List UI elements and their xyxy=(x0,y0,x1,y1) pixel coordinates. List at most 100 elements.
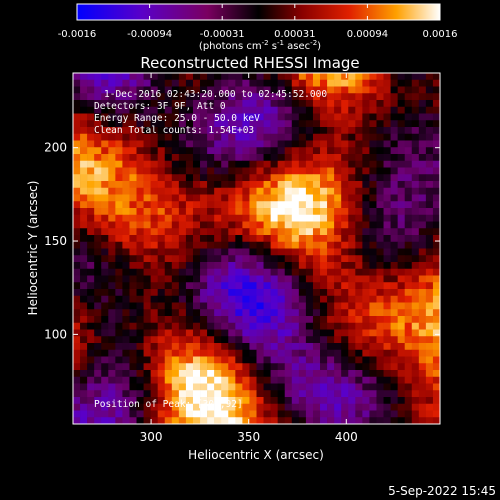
heatmap-cell xyxy=(87,309,95,317)
heatmap-cell xyxy=(164,140,173,148)
heatmap-cell xyxy=(101,86,109,94)
heatmap-cell xyxy=(164,201,173,209)
heatmap-cell xyxy=(390,221,398,229)
heatmap-cell xyxy=(341,140,349,148)
heatmap-cell xyxy=(185,275,194,283)
heatmap-cell xyxy=(157,106,166,114)
heatmap-cell xyxy=(327,113,335,121)
heatmap-cell xyxy=(341,248,349,256)
heatmap-cell xyxy=(320,356,328,364)
heatmap-cell xyxy=(171,410,180,418)
heatmap-cell xyxy=(192,140,201,148)
heatmap-cell xyxy=(164,295,173,303)
heatmap-cell xyxy=(242,86,250,94)
heatmap-cell xyxy=(122,410,130,418)
heatmap-cell xyxy=(249,79,257,87)
heatmap-cell xyxy=(171,316,180,324)
heatmap-cell xyxy=(284,417,293,425)
heatmap-cell xyxy=(221,154,229,162)
heatmap-cell xyxy=(298,356,307,364)
heatmap-cell xyxy=(171,322,180,330)
heatmap-cell xyxy=(150,268,158,276)
heatmap-cell xyxy=(115,167,123,175)
heatmap-cell xyxy=(277,329,286,337)
heatmap-cell xyxy=(185,140,194,148)
heatmap-cell xyxy=(235,390,243,398)
heatmap-cell xyxy=(291,174,300,182)
heatmap-cell xyxy=(390,235,398,243)
heatmap-cell xyxy=(235,275,243,283)
heatmap-cell xyxy=(284,100,293,108)
heatmap-cell xyxy=(129,316,137,324)
heatmap-cell xyxy=(284,302,293,310)
heatmap-cell xyxy=(369,221,377,229)
heatmap-cell xyxy=(122,376,130,384)
heatmap-cell xyxy=(108,370,116,378)
heatmap-cell xyxy=(432,336,441,344)
heatmap-cell xyxy=(312,289,321,297)
heatmap-cell xyxy=(242,397,250,405)
heatmap-cell xyxy=(425,363,434,371)
heatmap-cell xyxy=(270,349,278,357)
heatmap-cell xyxy=(150,93,158,101)
heatmap-cell xyxy=(192,241,201,249)
heatmap-cell xyxy=(432,370,441,378)
heatmap-cell xyxy=(284,376,293,384)
heatmap-cell xyxy=(277,154,286,162)
heatmap-cell xyxy=(94,127,102,135)
heatmap-cell xyxy=(108,235,116,243)
heatmap-cell xyxy=(185,289,194,297)
heatmap-cell xyxy=(334,322,342,330)
heatmap-cell xyxy=(256,349,264,357)
heatmap-cell xyxy=(298,329,307,337)
heatmap-cell xyxy=(87,127,95,135)
heatmap-cell xyxy=(277,383,286,391)
heatmap-cell xyxy=(214,228,222,236)
heatmap-cell xyxy=(327,322,335,330)
heatmap-cell xyxy=(376,329,384,337)
heatmap-cell xyxy=(228,221,236,229)
heatmap-cell xyxy=(242,336,250,344)
heatmap-cell xyxy=(327,410,335,418)
heatmap-cell xyxy=(263,106,271,114)
heatmap-cell xyxy=(73,214,81,222)
heatmap-cell xyxy=(200,410,208,418)
heatmap-cell xyxy=(418,140,427,148)
heatmap-cell xyxy=(136,376,144,384)
heatmap-cell xyxy=(150,417,158,425)
heatmap-cell xyxy=(129,228,137,236)
heatmap-cell xyxy=(150,100,158,108)
heatmap-cell xyxy=(425,235,434,243)
heatmap-cell xyxy=(228,349,236,357)
heatmap-cell xyxy=(171,302,180,310)
heatmap-cell xyxy=(334,410,342,418)
heatmap-cell xyxy=(291,343,300,351)
heatmap-cell xyxy=(383,383,391,391)
heatmap-cell xyxy=(136,106,144,114)
heatmap-cell xyxy=(362,194,370,202)
heatmap-cell xyxy=(298,316,307,324)
heatmap-cell xyxy=(418,322,427,330)
heatmap-cell xyxy=(108,106,116,114)
heatmap-cell xyxy=(256,73,264,81)
heatmap-cell xyxy=(228,235,236,243)
heatmap-cell xyxy=(80,322,88,330)
heatmap-cell xyxy=(305,349,314,357)
heatmap-cell xyxy=(200,255,208,263)
heatmap-cell xyxy=(235,262,243,270)
heatmap-cell xyxy=(242,113,250,121)
heatmap-cell xyxy=(312,302,321,310)
heatmap-cell xyxy=(200,154,208,162)
heatmap-cell xyxy=(171,133,180,141)
heatmap-cell xyxy=(369,235,377,243)
heatmap-cell xyxy=(320,201,328,209)
heatmap-cell xyxy=(397,390,406,398)
heatmap-cell xyxy=(235,397,243,405)
heatmap-cell xyxy=(425,329,434,337)
heatmap-cell xyxy=(101,349,109,357)
heatmap-cell xyxy=(207,241,215,249)
heatmap-cell xyxy=(305,376,314,384)
heatmap-cell xyxy=(207,349,215,357)
heatmap-cell xyxy=(348,120,356,128)
heatmap-cell xyxy=(390,255,398,263)
